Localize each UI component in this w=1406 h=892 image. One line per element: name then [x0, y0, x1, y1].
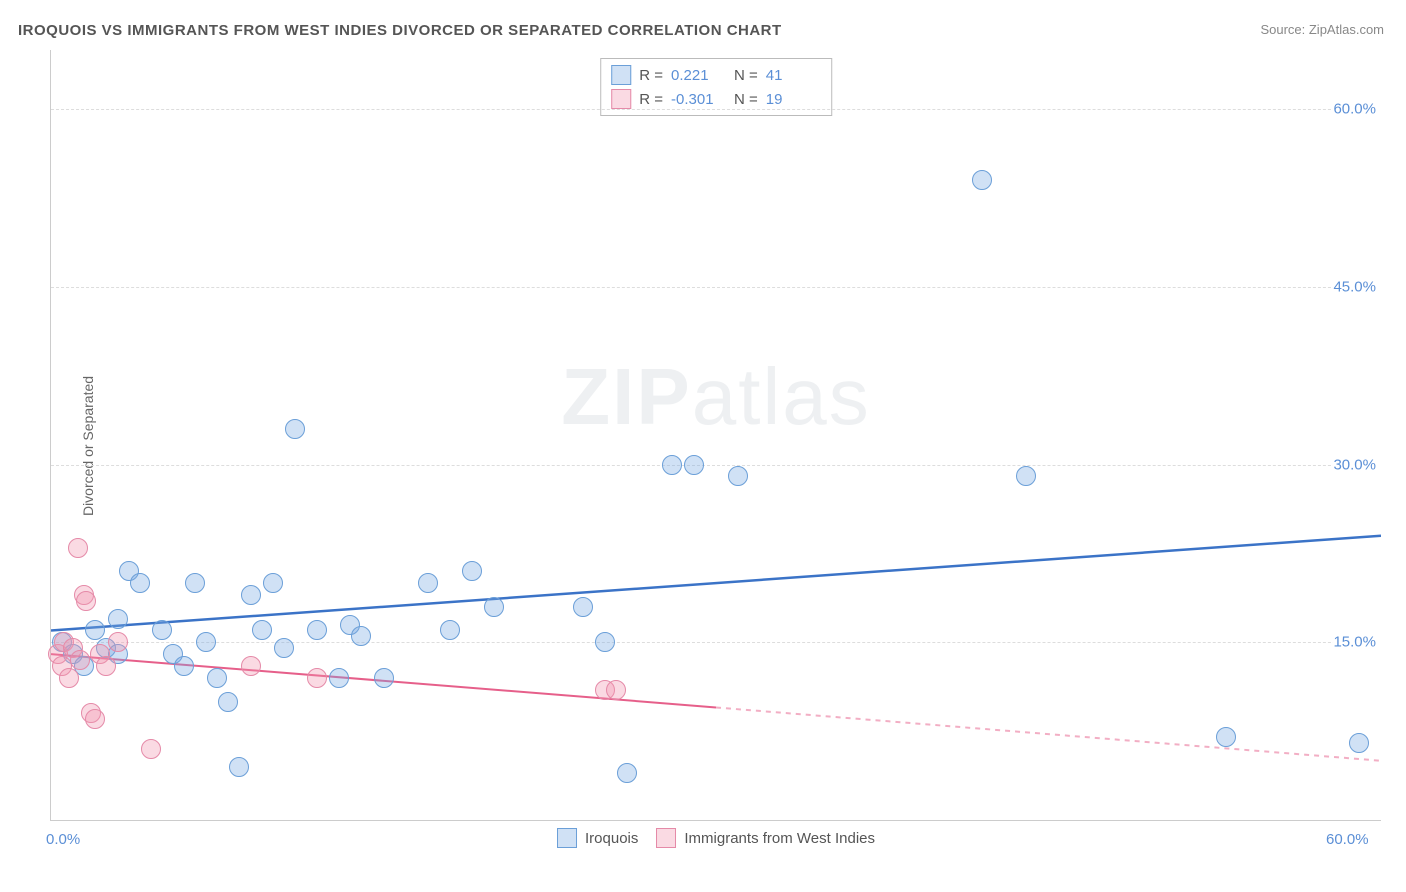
- x-tick-label: 60.0%: [1326, 831, 1369, 848]
- r-value-pink: -0.301: [671, 91, 726, 108]
- y-tick-label: 60.0%: [1333, 101, 1386, 118]
- point-west-indies: [68, 538, 88, 558]
- point-west-indies: [606, 680, 626, 700]
- point-iroquois: [329, 668, 349, 688]
- point-iroquois: [484, 597, 504, 617]
- point-iroquois: [218, 692, 238, 712]
- point-iroquois: [85, 620, 105, 640]
- point-iroquois: [274, 638, 294, 658]
- y-tick-label: 15.0%: [1333, 634, 1386, 651]
- n-label: N =: [734, 67, 758, 84]
- point-iroquois: [1349, 733, 1369, 753]
- point-iroquois: [374, 668, 394, 688]
- y-tick-label: 30.0%: [1333, 456, 1386, 473]
- legend-series: Iroquois Immigrants from West Indies: [557, 828, 875, 848]
- point-iroquois: [263, 573, 283, 593]
- point-iroquois: [662, 455, 682, 475]
- x-tick-label: 0.0%: [46, 831, 80, 848]
- point-iroquois: [462, 561, 482, 581]
- point-west-indies: [108, 632, 128, 652]
- point-iroquois: [229, 757, 249, 777]
- legend-correlation: R = 0.221 N = 41 R = -0.301 N = 19: [600, 58, 832, 116]
- point-west-indies: [307, 668, 327, 688]
- point-iroquois: [174, 656, 194, 676]
- legend-item-pink: Immigrants from West Indies: [656, 828, 875, 848]
- point-iroquois: [573, 597, 593, 617]
- r-label: R =: [639, 67, 663, 84]
- chart-container: IROQUOIS VS IMMIGRANTS FROM WEST INDIES …: [0, 0, 1406, 892]
- point-west-indies: [96, 656, 116, 676]
- point-iroquois: [108, 609, 128, 629]
- n-value-pink: 19: [766, 91, 821, 108]
- legend-row-blue: R = 0.221 N = 41: [611, 63, 821, 87]
- point-iroquois: [307, 620, 327, 640]
- point-iroquois: [351, 626, 371, 646]
- n-value-blue: 41: [766, 67, 821, 84]
- point-iroquois: [1216, 727, 1236, 747]
- point-iroquois: [241, 585, 261, 605]
- point-iroquois: [617, 763, 637, 783]
- r-label: R =: [639, 91, 663, 108]
- point-iroquois: [152, 620, 172, 640]
- point-iroquois: [196, 632, 216, 652]
- legend-item-blue: Iroquois: [557, 828, 638, 848]
- trend-line: [51, 536, 1381, 631]
- legend-swatch-pink: [656, 828, 676, 848]
- point-west-indies: [85, 709, 105, 729]
- point-iroquois: [684, 455, 704, 475]
- point-iroquois: [207, 668, 227, 688]
- legend-label-pink: Immigrants from West Indies: [684, 830, 875, 847]
- point-iroquois: [972, 170, 992, 190]
- point-iroquois: [1016, 466, 1036, 486]
- point-iroquois: [185, 573, 205, 593]
- grid-line: [51, 642, 1381, 643]
- trend-line-dashed: [716, 707, 1381, 760]
- trend-lines-svg: [51, 50, 1381, 820]
- point-iroquois: [285, 419, 305, 439]
- point-west-indies: [76, 591, 96, 611]
- legend-row-pink: R = -0.301 N = 19: [611, 87, 821, 111]
- n-label: N =: [734, 91, 758, 108]
- point-west-indies: [59, 668, 79, 688]
- chart-title: IROQUOIS VS IMMIGRANTS FROM WEST INDIES …: [18, 22, 782, 39]
- grid-line: [51, 109, 1381, 110]
- point-iroquois: [595, 632, 615, 652]
- plot-area: ZIPatlas R = 0.221 N = 41 R = -0.301 N =…: [50, 50, 1381, 821]
- watermark: ZIPatlas: [561, 351, 870, 443]
- point-west-indies: [70, 650, 90, 670]
- y-tick-label: 45.0%: [1333, 278, 1386, 295]
- point-iroquois: [728, 466, 748, 486]
- point-iroquois: [252, 620, 272, 640]
- grid-line: [51, 287, 1381, 288]
- legend-swatch-pink: [611, 89, 631, 109]
- point-west-indies: [241, 656, 261, 676]
- legend-label-blue: Iroquois: [585, 830, 638, 847]
- legend-swatch-blue: [611, 65, 631, 85]
- point-west-indies: [141, 739, 161, 759]
- point-iroquois: [440, 620, 460, 640]
- watermark-zip: ZIP: [561, 352, 691, 441]
- watermark-atlas: atlas: [692, 352, 871, 441]
- grid-line: [51, 465, 1381, 466]
- legend-swatch-blue: [557, 828, 577, 848]
- r-value-blue: 0.221: [671, 67, 726, 84]
- chart-source: Source: ZipAtlas.com: [1260, 22, 1384, 37]
- point-iroquois: [130, 573, 150, 593]
- point-iroquois: [418, 573, 438, 593]
